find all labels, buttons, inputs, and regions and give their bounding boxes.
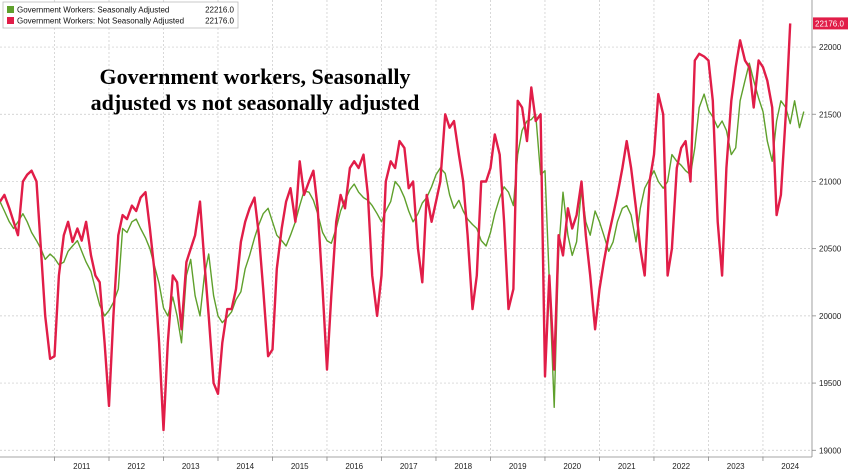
legend-value-not-seasonally-adjusted: 22176.0: [205, 17, 234, 26]
legend-value-seasonally-adjusted: 22216.0: [205, 6, 234, 15]
y-tick-label: 21000: [819, 177, 842, 186]
series-line-seasonally-adjusted: [0, 62, 805, 408]
y-tick-label: 19000: [819, 446, 842, 455]
x-tick-label: 2022: [672, 462, 690, 471]
series-line-not-seasonally-adjusted: [0, 23, 792, 432]
legend: Government Workers: Seasonally Adjusted …: [2, 1, 239, 29]
x-tick-label: 2013: [182, 462, 200, 471]
y-tick-label: 20000: [819, 312, 842, 321]
y-tick-label: 19500: [819, 379, 842, 388]
x-tick-label: 2015: [291, 462, 309, 471]
last-value-tag: 22176.0: [813, 17, 848, 30]
legend-swatch-not-seasonally-adjusted: [7, 17, 14, 24]
x-tick-label: 2019: [509, 462, 527, 471]
series-lines: [0, 23, 805, 432]
x-tick-label: 2016: [345, 462, 363, 471]
chart-title-line-1: Government workers, Seasonally: [99, 64, 410, 89]
x-tick-label: 2018: [454, 462, 472, 471]
last-value-tag-box: [813, 17, 848, 30]
y-axis-ticks: 19000 19500 20000 20500 21000 21500 22000: [812, 43, 842, 455]
legend-box: [2, 1, 239, 29]
legend-swatch-seasonally-adjusted: [7, 6, 14, 13]
chart-title: Government workers, Seasonally adjusted …: [91, 64, 420, 115]
y-tick-label: 20500: [819, 245, 842, 254]
legend-label-seasonally-adjusted: Government Workers: Seasonally Adjusted: [17, 6, 169, 15]
x-tick-label: 2012: [127, 462, 145, 471]
x-tick-label: 2017: [400, 462, 418, 471]
x-tick-label: 2023: [727, 462, 745, 471]
x-axis-ticks: 2011 2012 2013 2014 2015 2016 2017 2018 2019 2020…: [54, 457, 800, 471]
x-tick-label: 2024: [781, 462, 799, 471]
x-tick-label: 2020: [563, 462, 581, 471]
y-tick-label: 22000: [819, 43, 842, 52]
y-tick-label: 21500: [819, 110, 842, 119]
chart-title-line-2: adjusted vs not seasonally adjusted: [91, 90, 420, 115]
x-tick-label: 2011: [73, 462, 91, 471]
legend-label-not-seasonally-adjusted: Government Workers: Not Seasonally Adjus…: [17, 17, 184, 26]
x-tick-label: 2014: [236, 462, 254, 471]
last-value-tag-label: 22176.0: [815, 19, 844, 28]
gridlines: [0, 0, 812, 457]
x-tick-label: 2021: [618, 462, 636, 471]
